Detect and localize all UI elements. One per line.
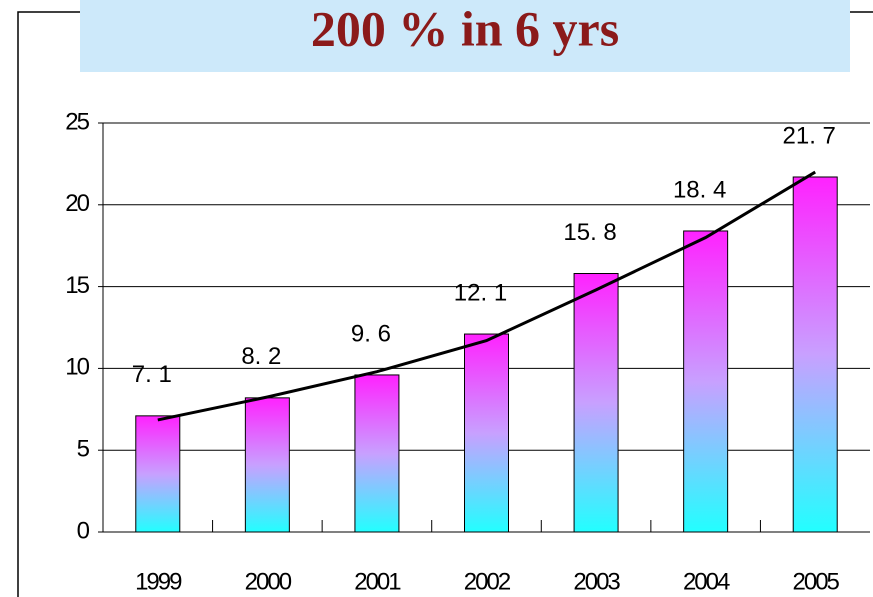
x-tick-label: 2004 [683, 568, 730, 595]
value-label: 9. 6 [351, 320, 391, 347]
x-tick-label: 2005 [793, 568, 840, 595]
bar [464, 333, 509, 533]
trend-line [157, 170, 816, 422]
bar [244, 397, 290, 533]
x-tick-label: 2002 [464, 568, 511, 595]
frame [17, 11, 873, 597]
x-tick-label: 2000 [245, 568, 292, 595]
y-tick-label: 0 [77, 517, 90, 544]
value-label: 15. 8 [563, 219, 616, 246]
y-tick-label: 5 [77, 436, 90, 463]
title-box [80, 0, 850, 72]
y-tick-label: 10 [65, 354, 89, 381]
y-tick-label: 25 [65, 108, 89, 135]
bar [135, 415, 181, 533]
x-tick-label: 2003 [573, 568, 620, 595]
bar [683, 230, 729, 533]
x-tick-label: 2001 [354, 568, 401, 595]
y-tick-label: 20 [65, 190, 89, 217]
y-tick-label: 15 [65, 272, 89, 299]
value-label: 21. 7 [783, 122, 836, 149]
x-tick-label: 1999 [135, 568, 182, 595]
chart-title: 200 % in 6 yrs [311, 0, 619, 56]
value-label: 8. 2 [241, 343, 281, 370]
bar [573, 273, 619, 533]
value-label: 18. 4 [673, 176, 726, 203]
bar [354, 374, 400, 533]
value-label: 7. 1 [132, 361, 172, 388]
bar [792, 176, 838, 533]
value-label: 12. 1 [454, 279, 507, 306]
